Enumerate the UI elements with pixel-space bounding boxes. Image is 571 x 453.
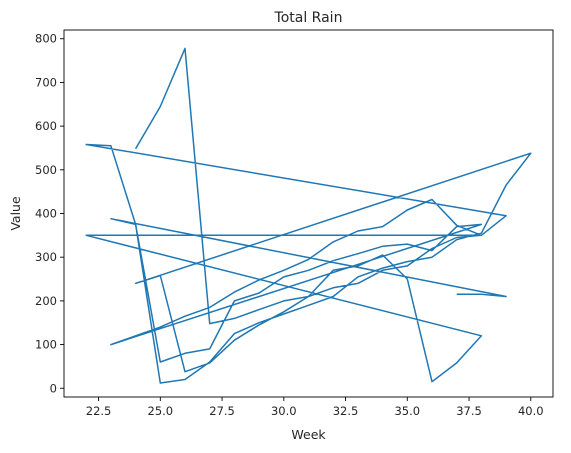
series-layer: [85, 47, 532, 384]
y-tick-label: 100: [35, 338, 57, 352]
x-axis: 22.5 25.0 27.5 30.0 32.5 35.0 37.5 40.0: [86, 397, 544, 418]
x-tick-label: 30.0: [271, 404, 297, 418]
x-tick-label: 35.0: [394, 404, 420, 418]
x-tick-label: 27.5: [209, 404, 235, 418]
x-axis-title: Week: [291, 427, 326, 442]
x-tick-label: 22.5: [86, 404, 112, 418]
y-axis-title: Value: [8, 196, 23, 231]
x-tick-label: 32.5: [333, 404, 359, 418]
y-tick-label: 0: [50, 381, 57, 395]
y-tick-label: 200: [35, 294, 57, 308]
y-axis: 0 100 200 300 400 500 600 700 800: [35, 32, 64, 395]
y-tick-label: 600: [35, 119, 57, 133]
y-tick-label: 300: [35, 250, 57, 264]
y-tick-label: 700: [35, 75, 57, 89]
y-tick-label: 800: [35, 32, 57, 46]
chart-title: Total Rain: [274, 10, 343, 26]
x-tick-label: 25.0: [148, 404, 174, 418]
y-tick-label: 400: [35, 207, 57, 221]
x-tick-label: 37.5: [456, 404, 482, 418]
y-tick-label: 500: [35, 163, 57, 177]
series-line: [85, 47, 532, 384]
x-tick-label: 40.0: [518, 404, 544, 418]
